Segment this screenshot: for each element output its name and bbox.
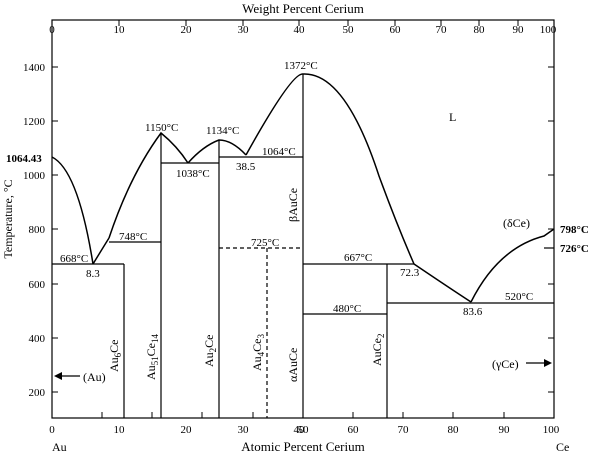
top-axis-title: Weight Percent Cerium bbox=[242, 1, 364, 16]
bottom-tick-label: 60 bbox=[348, 424, 360, 436]
left-tick-label: 1200 bbox=[23, 116, 46, 128]
label-1150: 1150°C bbox=[145, 122, 178, 134]
left-ticks bbox=[52, 66, 554, 393]
bottom-axis: 0 10 20 30 40 50 60 70 80 90 100 Au Atom… bbox=[49, 412, 569, 454]
top-tick-label: 50 bbox=[343, 24, 355, 36]
label-480: 480°C bbox=[333, 303, 361, 315]
label-1064: 1064°C bbox=[262, 146, 296, 158]
top-tick-label: 60 bbox=[390, 24, 402, 36]
arrow-gamma-ce-icon bbox=[526, 359, 552, 367]
top-axis: Weight Percent Cerium 0 10 20 30 40 50 6… bbox=[49, 1, 557, 36]
left-axis: 200 400 600 800 1000 1200 1400 Temperatu… bbox=[1, 62, 554, 399]
phase-boundaries bbox=[52, 74, 554, 418]
element-ce-label: Ce bbox=[556, 440, 569, 454]
arrow-au-icon bbox=[54, 372, 80, 380]
label-83-6: 83.6 bbox=[463, 306, 483, 318]
top-tick-label: 70 bbox=[436, 24, 448, 36]
top-tick-label: 30 bbox=[238, 24, 250, 36]
top-tick-label: 40 bbox=[294, 24, 306, 36]
label-1134: 1134°C bbox=[206, 125, 239, 137]
phase-au4ce3: Au4Ce3 bbox=[250, 333, 266, 371]
label-1372: 1372°C bbox=[284, 60, 318, 72]
top-tick-label: 90 bbox=[513, 24, 525, 36]
bottom-tick-label: 90 bbox=[499, 424, 511, 436]
delta-ce-label: (δCe) bbox=[503, 216, 530, 230]
left-axis-title: Temperature, °C bbox=[1, 179, 15, 258]
label-725: 725°C bbox=[251, 237, 279, 249]
label-38-5: 38.5 bbox=[236, 161, 256, 173]
left-tick-label: 800 bbox=[29, 224, 46, 236]
label-72-3: 72.3 bbox=[400, 267, 420, 279]
bottom-tick-label: 70 bbox=[398, 424, 410, 436]
phase-au51ce14: Au51Ce14 bbox=[144, 333, 160, 380]
bottom-tick-label: 20 bbox=[181, 424, 193, 436]
bottom-tick-label: 40 bbox=[294, 424, 306, 436]
top-tick-label: 0 bbox=[49, 24, 55, 36]
phase-auce2: AuCe2 bbox=[370, 334, 386, 367]
bottom-tick-label: 50 bbox=[298, 424, 310, 436]
bottom-tick-label: 0 bbox=[49, 424, 55, 436]
left-tick-label: 400 bbox=[29, 333, 46, 345]
label-668: 668°C bbox=[60, 253, 88, 265]
liquid-region-label: L bbox=[449, 110, 456, 124]
bottom-axis-title: Atomic Percent Cerium bbox=[241, 439, 364, 454]
phase-beta-auce: βAuCe bbox=[286, 188, 300, 222]
left-tick-label: 600 bbox=[29, 279, 46, 291]
liquidus-curves bbox=[51, 73, 555, 303]
melting-point-ce: 798°C bbox=[560, 224, 589, 236]
top-tick-label: 10 bbox=[114, 24, 126, 36]
phase-alpha-auce: αAuCe bbox=[286, 348, 300, 382]
element-au-label: Au bbox=[52, 440, 67, 454]
phase-au2ce: Au2Ce bbox=[202, 334, 218, 367]
bottom-tick-label: 30 bbox=[238, 424, 250, 436]
gamma-ce-label: (γCe) bbox=[492, 357, 519, 371]
label-667: 667°C bbox=[344, 252, 372, 264]
left-tick-label: 1400 bbox=[23, 62, 46, 74]
transition-726: 726°C bbox=[560, 243, 589, 255]
top-tick-label: 20 bbox=[181, 24, 193, 36]
label-748: 748°C bbox=[119, 231, 147, 243]
top-ticks bbox=[51, 20, 555, 26]
label-8-3: 8.3 bbox=[86, 268, 100, 280]
left-tick-label: 1000 bbox=[23, 170, 46, 182]
label-1038: 1038°C bbox=[176, 168, 210, 180]
bottom-tick-label: 10 bbox=[114, 424, 126, 436]
top-tick-label: 100 bbox=[540, 24, 557, 36]
label-520: 520°C bbox=[505, 291, 533, 303]
bottom-tick-label: 80 bbox=[448, 424, 460, 436]
melting-point-au: 1064.43 bbox=[6, 153, 42, 165]
top-tick-label: 80 bbox=[474, 24, 486, 36]
left-tick-label: 200 bbox=[29, 387, 46, 399]
au-solid-solution-label: (Au) bbox=[83, 370, 106, 384]
phase-au6ce: Au6Ce bbox=[107, 339, 123, 372]
annotations: 1064.43 1150°C 1134°C 1372°C L 1038°C 38… bbox=[6, 60, 589, 384]
bottom-tick-label: 100 bbox=[543, 424, 560, 436]
